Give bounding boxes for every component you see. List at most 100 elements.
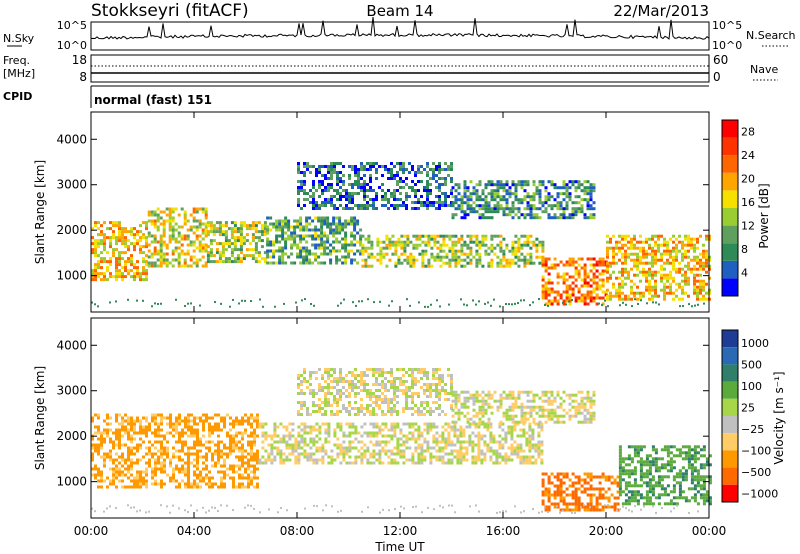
- echo-cell: [400, 243, 404, 247]
- echo-cell: [514, 183, 518, 187]
- echo-cell: [233, 239, 237, 243]
- echo-cell: [457, 240, 461, 244]
- echo-cell: [314, 225, 318, 229]
- echo-cell: [624, 487, 628, 491]
- echo-cell: [684, 469, 688, 473]
- echo-cell: [297, 189, 300, 192]
- echo-cell: [118, 455, 121, 459]
- echo-cell: [417, 461, 421, 465]
- echo-cell: [621, 273, 624, 277]
- echo-cell: [253, 437, 256, 441]
- echo-cell: [541, 478, 545, 482]
- echo-cell: [270, 446, 274, 450]
- echo-cell: [145, 242, 148, 246]
- echo-cell: [154, 302, 156, 305]
- echo-cell: [100, 440, 103, 444]
- echo-cell: [112, 431, 115, 435]
- colorbar-swatch: [722, 172, 738, 191]
- echo-cell: [505, 180, 509, 184]
- echo-cell: [547, 299, 551, 303]
- colorbar-swatch: [722, 120, 738, 138]
- echo-cell: [133, 482, 136, 486]
- echo-cell: [430, 252, 434, 256]
- echo-cell: [315, 428, 319, 432]
- echo-cell: [193, 431, 196, 435]
- echo-cell: [363, 183, 366, 186]
- echo-cell: [678, 249, 681, 253]
- echo-cell: [345, 434, 349, 438]
- echo-cell: [321, 407, 324, 410]
- echo-cell: [367, 240, 371, 244]
- echo-cell: [586, 257, 590, 261]
- echo-cell: [417, 201, 420, 204]
- echo-cell: [547, 272, 551, 276]
- echo-cell: [490, 237, 494, 241]
- echo-cell: [154, 413, 157, 417]
- echo-cell: [535, 216, 539, 220]
- echo-cell: [139, 245, 142, 249]
- echo-cell: [115, 443, 118, 447]
- echo-cell: [193, 443, 196, 447]
- echo-cell: [544, 257, 548, 261]
- echo-cell: [97, 233, 100, 237]
- echo-cell: [233, 236, 237, 240]
- freq-tick-top: 18: [72, 53, 87, 67]
- echo-cell: [297, 171, 300, 174]
- echo-cell: [369, 434, 373, 438]
- echo-cell: [257, 239, 261, 243]
- echo-cell: [333, 395, 336, 398]
- echo-cell: [705, 460, 709, 464]
- echo-cell: [651, 288, 654, 292]
- echo-cell: [487, 207, 491, 211]
- echo-cell: [610, 505, 614, 509]
- echo-cell: [121, 278, 124, 282]
- echo-cell: [303, 204, 306, 207]
- echo-cell: [394, 246, 398, 250]
- echo-cell: [568, 180, 572, 184]
- echo-cell: [589, 505, 593, 509]
- echo-cell: [375, 162, 378, 165]
- echo-cell: [293, 240, 297, 244]
- echo-cell: [666, 463, 670, 467]
- echo-cell: [568, 302, 572, 306]
- echo-cell: [303, 404, 306, 407]
- echo-cell: [162, 234, 166, 238]
- echo-cell: [454, 201, 458, 205]
- echo-cell: [290, 231, 294, 235]
- echo-cell: [463, 264, 467, 268]
- echo-cell: [511, 249, 515, 253]
- echo-cell: [648, 469, 652, 473]
- echo-cell: [514, 261, 518, 265]
- echo-cell: [306, 425, 310, 429]
- echo-cell: [145, 278, 148, 282]
- echo-cell: [429, 461, 433, 465]
- echo-cell: [460, 298, 462, 301]
- echo-cell: [103, 257, 106, 261]
- echo-cell: [474, 425, 478, 429]
- echo-cell: [414, 192, 417, 195]
- echo-cell: [615, 261, 618, 265]
- echo-cell: [160, 440, 163, 444]
- colorbar-swatch: [722, 190, 738, 208]
- echo-cell: [171, 234, 175, 238]
- echo-cell: [315, 458, 319, 462]
- echo-cell: [669, 502, 673, 506]
- echo-cell: [160, 419, 163, 423]
- echo-cell: [684, 249, 687, 253]
- echo-cell: [284, 237, 288, 241]
- echo-cell: [702, 499, 706, 503]
- echo-cell: [215, 242, 219, 246]
- echo-cell: [229, 440, 232, 444]
- echo-cell: [250, 449, 253, 453]
- echo-cell: [199, 437, 202, 441]
- echo-cell: [224, 239, 228, 243]
- echo-cell: [562, 508, 566, 512]
- echo-cell: [583, 299, 587, 303]
- echo-cell: [297, 168, 300, 171]
- echo-cell: [666, 451, 670, 455]
- echo-cell: [350, 219, 354, 223]
- echo-cell: [327, 165, 330, 168]
- echo-cell: [690, 448, 694, 452]
- echo-cell: [456, 428, 460, 432]
- echo-cell: [630, 246, 633, 250]
